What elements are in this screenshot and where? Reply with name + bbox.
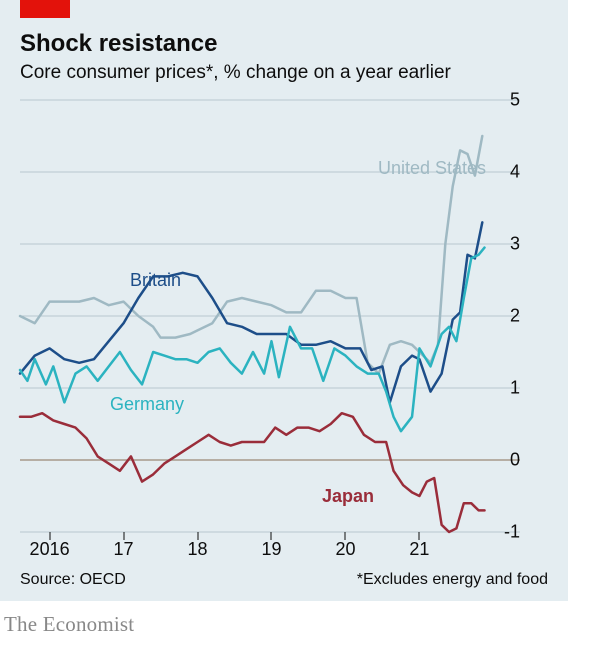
brand-name: The Economist [4, 612, 134, 637]
x-tick-label: 20 [335, 539, 355, 560]
chart-card: Shock resistance Core consumer prices*, … [0, 0, 568, 601]
footnote: *Excludes energy and food [357, 571, 548, 589]
plot-area: -101234520161718192021United StatesBrita… [20, 100, 520, 532]
x-tick-label: 18 [188, 539, 208, 560]
y-tick-label: 2 [490, 306, 520, 327]
series-germany [20, 248, 485, 432]
series-japan [20, 413, 485, 532]
y-tick-label: 4 [490, 162, 520, 183]
brand-tab [20, 0, 70, 18]
y-tick-label: 5 [490, 90, 520, 111]
source-line: Source: OECD [20, 571, 126, 589]
chart-title: Shock resistance [20, 30, 217, 58]
series-label-united-states: United States [378, 158, 486, 179]
series-label-germany: Germany [110, 394, 184, 415]
x-tick-label: 17 [114, 539, 134, 560]
x-tick-label: 2016 [30, 539, 70, 560]
y-tick-label: 1 [490, 378, 520, 399]
series-label-britain: Britain [130, 270, 181, 291]
x-tick-label: 19 [261, 539, 281, 560]
chart-subtitle: Core consumer prices*, % change on a yea… [20, 62, 451, 84]
x-tick-label: 21 [409, 539, 429, 560]
series-label-japan: Japan [322, 486, 374, 507]
y-tick-label: 0 [490, 450, 520, 471]
series-britain [20, 222, 482, 402]
y-tick-label: -1 [490, 522, 520, 543]
y-tick-label: 3 [490, 234, 520, 255]
